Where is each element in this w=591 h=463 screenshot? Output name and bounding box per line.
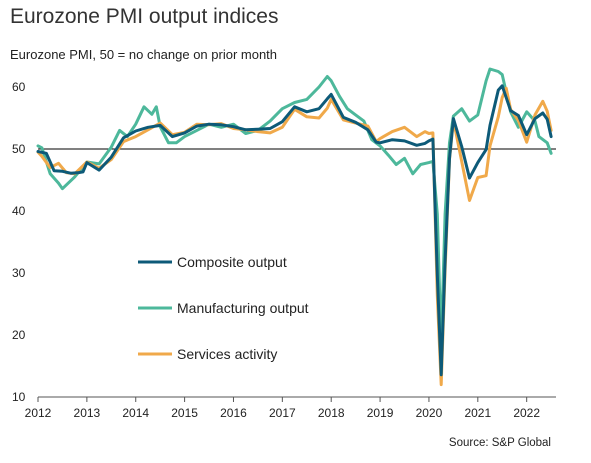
x-tick-label: 2019 <box>367 406 394 420</box>
series-line-manufacturing <box>36 67 553 349</box>
x-tick-label: 2012 <box>25 406 52 420</box>
source-note: Source: S&P Global <box>448 437 551 449</box>
x-tick-label: 2020 <box>416 406 443 420</box>
x-tick-label: 2018 <box>318 406 345 420</box>
series-line-composite <box>36 84 553 377</box>
y-tick-label: 20 <box>12 328 26 342</box>
legend: Composite output Manufacturing output Serv… <box>138 254 309 362</box>
series-lines <box>36 67 553 387</box>
y-tick-label: 50 <box>12 142 26 156</box>
legend-label-manufacturing: Manufacturing output <box>177 300 309 316</box>
chart-subtitle: Eurozone PMI, 50 = no change on prior mo… <box>10 47 278 62</box>
y-tick-label: 10 <box>12 390 26 404</box>
y-tick-label: 60 <box>12 80 26 94</box>
legend-label-composite: Composite output <box>177 254 287 270</box>
y-tick-label: 40 <box>12 204 26 218</box>
x-tick-label: 2015 <box>171 406 198 420</box>
x-tick-label: 2013 <box>74 406 101 420</box>
chart-title: Eurozone PMI output indices <box>10 5 279 28</box>
x-tick-label: 2022 <box>513 406 540 420</box>
axes: 10 20 30 40 50 60 2012 2013 2014 2015 2016 2017 2018… <box>12 80 556 420</box>
legend-label-services: Services activity <box>177 346 277 362</box>
x-tick-label: 2016 <box>220 406 247 420</box>
y-tick-label: 30 <box>12 266 26 280</box>
x-tick-label: 2017 <box>269 406 296 420</box>
x-tick-label: 2014 <box>122 406 149 420</box>
x-tick-label: 2021 <box>464 406 491 420</box>
series-line-services <box>36 86 553 387</box>
